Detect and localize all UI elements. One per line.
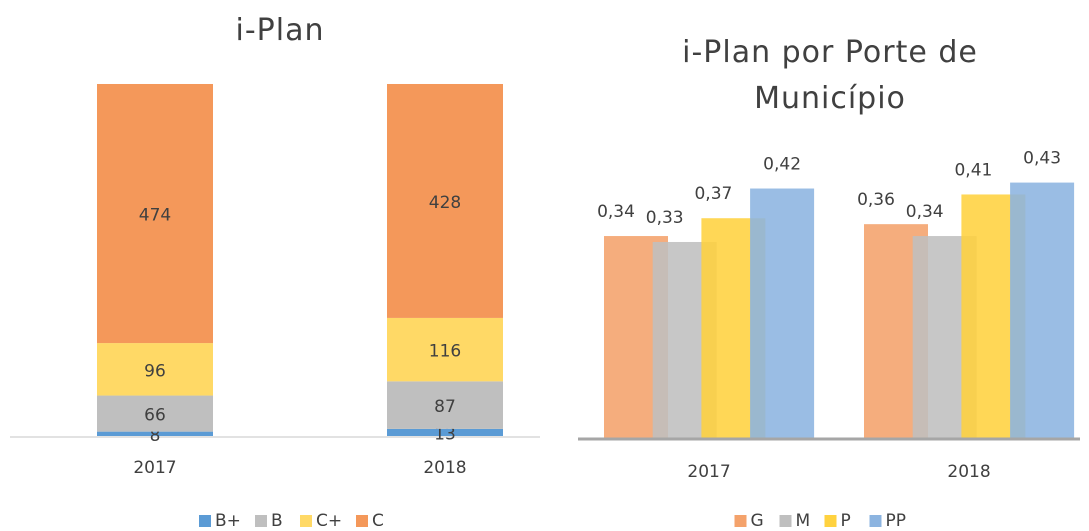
data-label: 0,33 — [646, 208, 684, 228]
legend-label: B — [271, 511, 283, 531]
x-tick-label: 2018 — [947, 462, 990, 482]
chart-title: i-Plan por Porte de Município — [682, 35, 978, 116]
bar-segment — [387, 428, 503, 436]
data-label: 0,42 — [763, 155, 801, 175]
legend-swatch — [824, 515, 837, 527]
legend-swatch — [300, 515, 312, 527]
legend-label: PP — [886, 511, 907, 531]
chart-title: i-Plan — [235, 13, 325, 48]
bar-segment — [97, 343, 213, 396]
legend-swatch — [779, 515, 792, 527]
bar-segment — [387, 317, 503, 382]
legend-swatch — [199, 515, 211, 527]
legend-label: P — [841, 511, 851, 531]
x-tick-label: 2018 — [423, 458, 466, 478]
bar-segment — [387, 381, 503, 429]
legend-label: C — [372, 511, 384, 531]
data-label: 428 — [429, 193, 461, 213]
bar-segment — [97, 83, 213, 344]
legend-swatch — [869, 515, 882, 527]
legend-label: C+ — [316, 511, 342, 531]
data-label: 116 — [429, 342, 461, 362]
bar-segment — [387, 83, 503, 318]
data-label: 0,43 — [1023, 149, 1061, 169]
data-label: 0,34 — [906, 202, 944, 222]
bar — [1010, 182, 1075, 438]
data-label: 0,37 — [694, 184, 732, 204]
data-label: 66 — [144, 406, 166, 426]
legend-label: B+ — [215, 511, 241, 531]
data-label: 87 — [434, 397, 456, 417]
bar — [750, 188, 815, 438]
data-label: 474 — [139, 206, 171, 226]
x-tick-label: 2017 — [133, 458, 176, 478]
legend-label: M — [796, 511, 811, 531]
data-label: 8 — [150, 426, 161, 446]
data-label: 0,41 — [954, 160, 992, 180]
bar-segment — [97, 431, 213, 436]
bar-segment — [97, 395, 213, 432]
legend-swatch — [255, 515, 267, 527]
data-label: 0,34 — [597, 202, 635, 222]
data-label: 96 — [144, 361, 166, 381]
legend-swatch — [734, 515, 747, 527]
legend-swatch — [356, 515, 368, 527]
x-tick-label: 2017 — [687, 462, 730, 482]
data-label: 0,36 — [857, 190, 895, 210]
legend-label: G — [751, 511, 764, 531]
data-label: 13 — [434, 424, 456, 444]
